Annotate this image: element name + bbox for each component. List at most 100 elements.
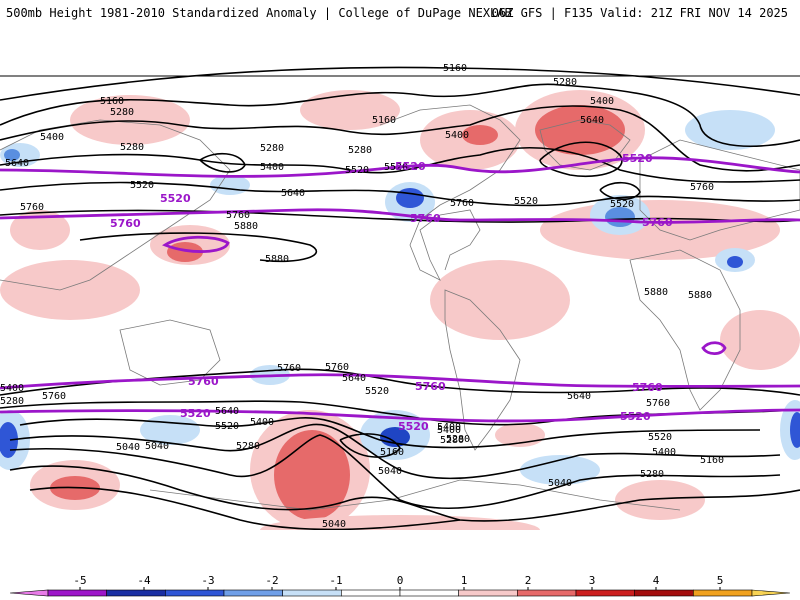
- contour-closed-spac: [339, 433, 401, 458]
- contour-label: 5280: [640, 469, 664, 480]
- contour-label: 5160: [443, 63, 467, 74]
- contour-label: 5880: [265, 254, 289, 265]
- contour-label: 5760: [42, 391, 66, 402]
- antarctica-outline: [149, 479, 681, 511]
- contour-label: 5640: [5, 158, 29, 169]
- colorbar-tick: -1: [329, 574, 342, 587]
- contour-label: 5400: [652, 447, 676, 458]
- contour-label: 5520: [215, 421, 239, 432]
- colorbar-tick: 2: [525, 574, 532, 587]
- purple-label: 5520: [620, 410, 651, 423]
- contour-label: 5880: [688, 290, 712, 301]
- colorbar-high-arrow: [751, 589, 791, 597]
- contour-label: 5760: [277, 363, 301, 374]
- page-title: 500mb Height 1981-2010 Standardized Anom…: [6, 6, 512, 20]
- contour-label: 5160: [380, 447, 404, 458]
- anom-pos-indian: [720, 310, 800, 370]
- colorbar-swatches: [9, 587, 791, 597]
- contour-label: 5400: [590, 96, 614, 107]
- contour-label: 5400: [40, 132, 64, 143]
- colorbar-tick: -5: [73, 574, 86, 587]
- contour-closed-natl: [599, 181, 641, 201]
- anom-neg-europe: [685, 110, 775, 150]
- anom-neg-sio: [140, 415, 200, 445]
- colorbar-swatch: [47, 589, 107, 597]
- contour-label: 5400: [437, 422, 461, 433]
- contour-5160-n: [0, 66, 800, 101]
- contour-label: 5520: [384, 162, 408, 173]
- anom-pos-pacific-n: [300, 90, 400, 130]
- contour-5760-s: [0, 368, 800, 396]
- contour-label: 5880: [644, 287, 668, 298]
- contour-label: 5520: [365, 386, 389, 397]
- australia-outline: [119, 319, 221, 386]
- colorbar: -5 -4 -3 -2 -1 0 1 2 3 4 5: [9, 574, 791, 597]
- anom-pos-antarctic: [260, 515, 540, 530]
- land-outlines: [0, 104, 800, 511]
- purple-closed-wpac: [162, 235, 230, 253]
- anomaly-map[interactable]: 5160 5280 5160 5280 5400 5160 5400 5640 …: [0, 30, 800, 530]
- contour-5280-n: [0, 83, 800, 148]
- purple-label: 5520: [180, 407, 211, 420]
- contour-5880-n: [79, 232, 318, 263]
- colorbar-tick: -2: [265, 574, 278, 587]
- contour-label: 5520: [610, 199, 634, 210]
- purple-5760-n: [0, 208, 800, 224]
- colorbar-tick: 1: [461, 574, 468, 587]
- contour-label: 5280: [260, 143, 284, 154]
- colorbar-swatch: [223, 589, 283, 597]
- contour-5400-s: [9, 423, 781, 480]
- anom-neg2-se-edge: [790, 412, 800, 448]
- contour-label: 5280: [120, 142, 144, 153]
- contour-label: 5520: [345, 165, 369, 176]
- purple-label: 5520: [398, 420, 429, 433]
- contour-label: 5760: [226, 210, 250, 221]
- contour-label: 5760: [325, 362, 349, 373]
- contour-5760-n: [0, 209, 800, 223]
- contour-label: 5400: [250, 417, 274, 428]
- contour-label: 5760: [690, 182, 714, 193]
- anom-neg2-africa: [727, 256, 743, 268]
- model-run-info: 06Z GFS | F135 Valid: 21Z FRI NOV 14 202…: [491, 6, 788, 20]
- purple-label: 5760: [642, 216, 673, 229]
- contour-labels: 5160 5280 5160 5280 5400 5160 5400 5640 …: [0, 63, 724, 530]
- contour-label: 5880: [234, 221, 258, 232]
- contour-label: 5280: [348, 145, 372, 156]
- colorbar-tick: 5: [717, 574, 724, 587]
- purple-5760-s: [0, 373, 800, 390]
- europe-asia-west-outline: [639, 139, 800, 241]
- colorbar-tick: 3: [589, 574, 596, 587]
- contour-label: 5280: [446, 434, 470, 445]
- contour-5400-n: [0, 105, 800, 172]
- anom-pos-atlantic: [430, 260, 570, 340]
- colorbar-swatch: [341, 589, 401, 597]
- contour-label: 5640: [580, 115, 604, 126]
- purple-5520-s: [0, 408, 800, 423]
- contour-label: 5160: [100, 96, 124, 107]
- colorbar-swatch: [165, 589, 225, 597]
- contour-5160-s: [9, 465, 800, 522]
- purple-label: 5520: [622, 152, 653, 165]
- colorbar-low-arrow: [9, 589, 49, 597]
- purple-label: 5760: [415, 380, 446, 393]
- contour-label: 5400: [0, 383, 24, 394]
- contour-5640-s: [0, 400, 800, 426]
- contour-label: 5640: [567, 391, 591, 402]
- colorbar-tick: -3: [201, 574, 214, 587]
- contour-label: 5280: [236, 441, 260, 452]
- colorbar-swatch: [693, 589, 753, 597]
- purple-label: 5520: [395, 160, 426, 173]
- colorbar-swatch: [634, 589, 694, 597]
- contour-5280-s: [9, 434, 781, 510]
- contour-label: 5760: [20, 202, 44, 213]
- contour-label: 5640: [342, 373, 366, 384]
- contour-5520-n: [0, 147, 800, 183]
- purple-label: 5520: [160, 192, 191, 205]
- purple-label: 5760: [410, 212, 441, 225]
- anom-neg2-nw: [4, 149, 20, 161]
- contour-label: 5520: [514, 196, 538, 207]
- anom-neg-kam: [210, 175, 250, 195]
- contour-label: 5760: [646, 398, 670, 409]
- contour-label: 5400: [260, 162, 284, 173]
- anom-neg2-natl: [605, 207, 635, 227]
